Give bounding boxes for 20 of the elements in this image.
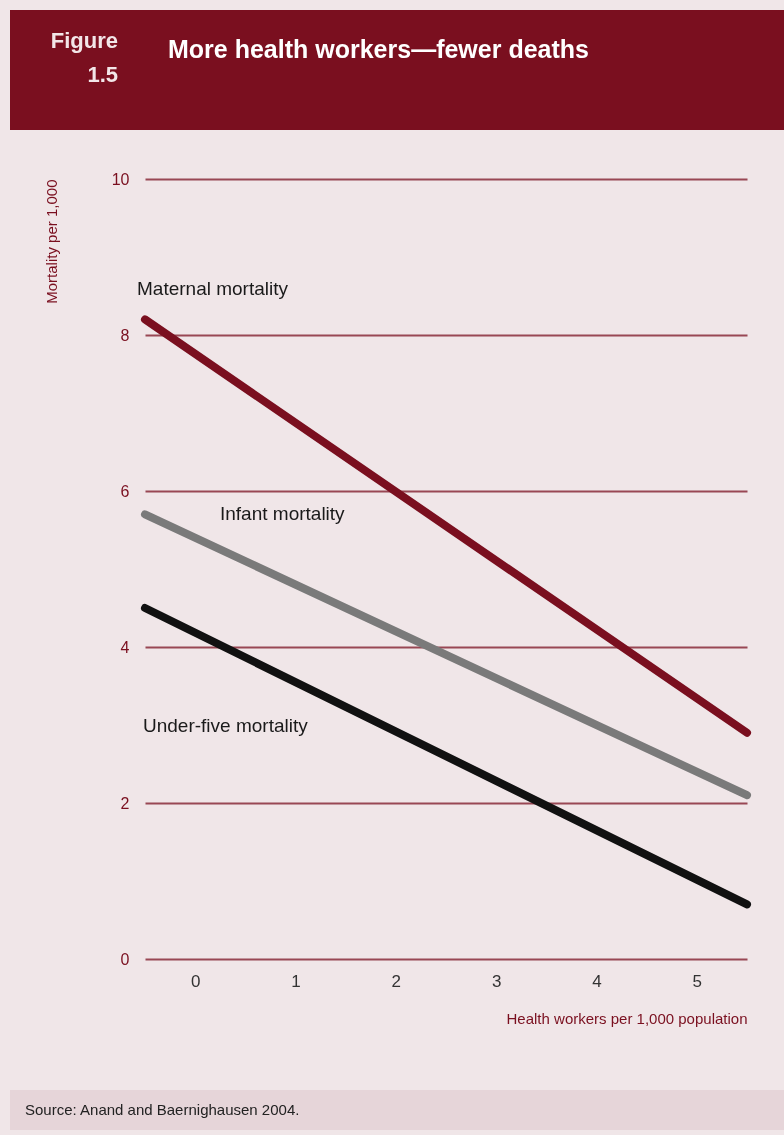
caption: Figure 1.5 <box>50 28 118 87</box>
series-label: Infant mortality <box>220 503 346 525</box>
y-tick-label: 6 <box>120 482 130 500</box>
x-tick-label: 1 <box>291 971 301 991</box>
source-note: Source: Anand and Baernighausen 2004. <box>25 1101 300 1118</box>
x-tick-label: 5 <box>692 971 703 991</box>
y-tick-label: 0 <box>120 950 130 968</box>
series-label: Under-five mortality <box>143 715 309 736</box>
x-tick-label: 2 <box>391 971 402 991</box>
chart-title: More health workers—fewer deaths <box>168 35 589 63</box>
x-tick-label: 3 <box>491 971 502 991</box>
x-tick-label: 0 <box>190 971 201 991</box>
series-label: Maternal mortality <box>137 278 289 300</box>
y-tick-label: 10 <box>111 170 130 188</box>
x-axis-title: Health workers per 1,000 population <box>506 1009 748 1027</box>
y-tick-label: 2 <box>120 794 130 812</box>
y-tick-label: 4 <box>120 638 130 656</box>
y-tick-label: 8 <box>120 326 130 344</box>
x-tick-label: 4 <box>592 971 602 991</box>
y-axis-title: Mortality per 1,000 <box>42 179 60 304</box>
